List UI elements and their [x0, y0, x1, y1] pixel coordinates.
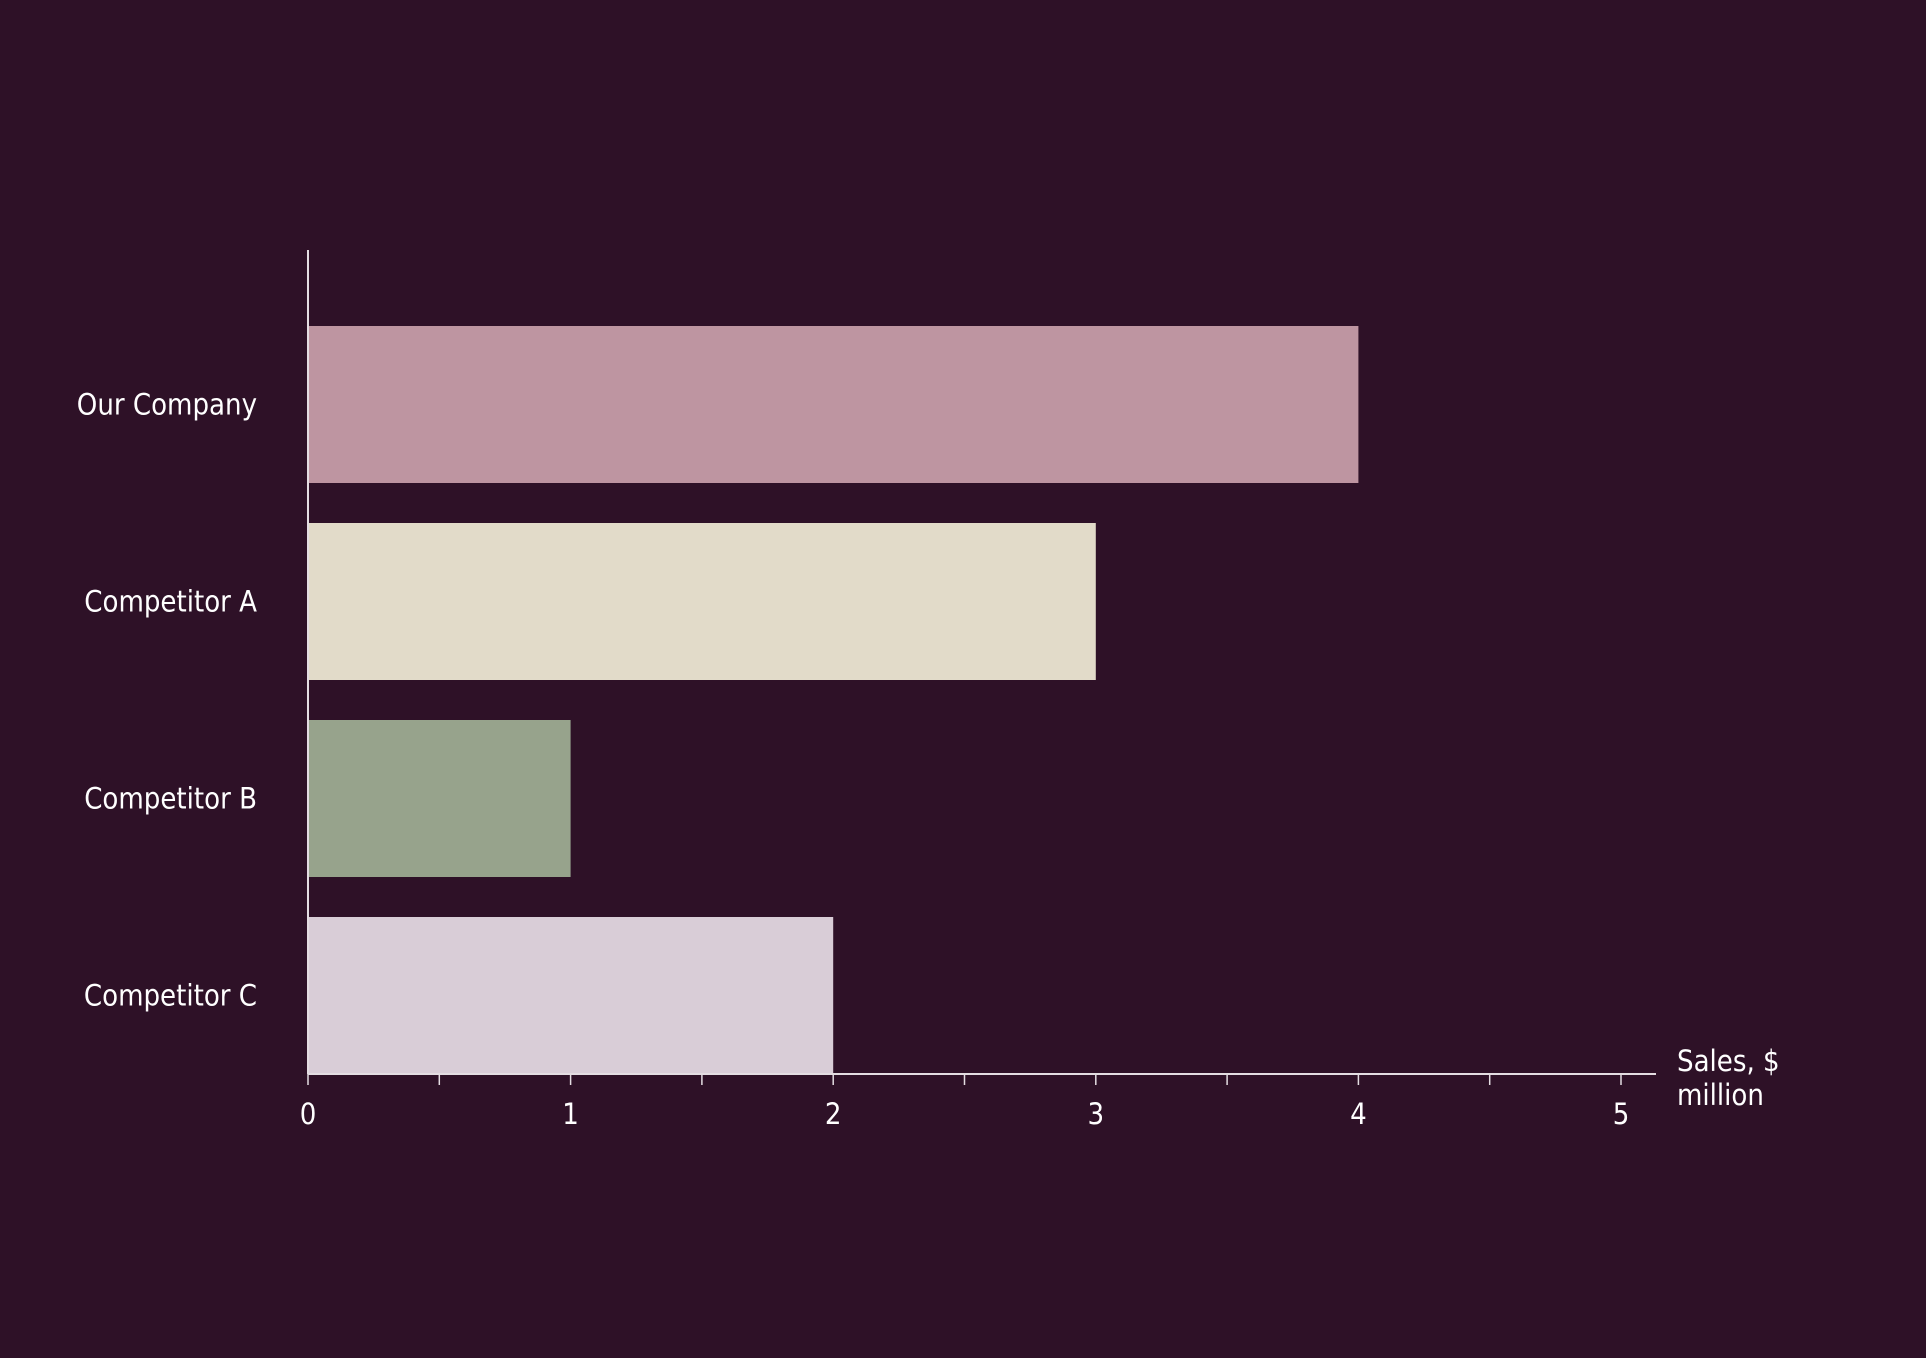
category-label: Competitor A: [84, 585, 257, 619]
category-label: Competitor B: [84, 782, 257, 816]
x-tick-label: 0: [300, 1097, 317, 1131]
x-axis-label: Sales, $ million: [1677, 1044, 1788, 1112]
bar-competitor-c: [308, 917, 834, 1074]
x-tick-label: 3: [1087, 1097, 1104, 1131]
category-label: Our Company: [77, 388, 257, 422]
ticks-layer: 0 1 2 3 4 5: [300, 1074, 1630, 1131]
bar-competitor-b: [308, 720, 571, 877]
labels-layer: Our Company Competitor A Competitor B Compe…: [77, 388, 257, 1013]
x-tick-label: 1: [562, 1097, 579, 1131]
x-axis-label-line-2: million: [1677, 1078, 1764, 1112]
axes-layer: [307, 250, 1656, 1075]
category-label: Competitor C: [84, 979, 257, 1013]
bar-our-company: [308, 326, 1359, 483]
x-axis-label-line-1: Sales, $: [1677, 1044, 1780, 1078]
bar-competitor-a: [308, 523, 1096, 680]
bars-layer: [308, 326, 1359, 1074]
x-tick-label: 5: [1613, 1097, 1630, 1131]
x-tick-label: 4: [1350, 1097, 1367, 1131]
x-tick-label: 2: [825, 1097, 842, 1131]
